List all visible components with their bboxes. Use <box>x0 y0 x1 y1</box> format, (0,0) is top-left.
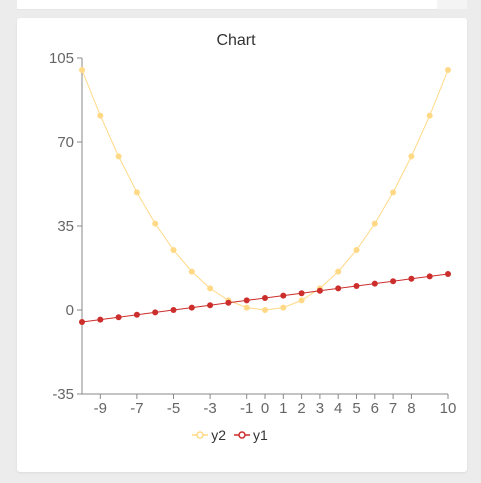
chart-legend: y2 y1 <box>0 427 460 443</box>
y-tick-label: 70 <box>57 134 74 151</box>
data-point-y2 <box>445 67 451 73</box>
data-point-y2 <box>353 247 360 253</box>
legend-symbol-y1 <box>233 431 250 439</box>
data-point-y2 <box>426 112 433 119</box>
x-tick-label: 8 <box>407 400 415 417</box>
data-point-y1 <box>390 278 397 285</box>
x-tick-label: 2 <box>297 400 305 417</box>
data-point-y1 <box>335 285 342 292</box>
data-point-y1 <box>133 311 140 318</box>
y-tick-label: 0 <box>66 302 74 319</box>
y-tick-label: -35 <box>52 386 74 403</box>
data-point-y2 <box>97 112 104 119</box>
legend-label-y2: y2 <box>211 427 227 443</box>
data-point-y2 <box>298 297 305 304</box>
data-point-y1 <box>280 292 287 299</box>
x-tick-label: -9 <box>94 400 107 417</box>
data-point-y2 <box>390 189 397 196</box>
data-point-y1 <box>170 307 177 313</box>
chart-series <box>79 67 451 325</box>
x-tick-label: 6 <box>371 400 379 417</box>
data-point-y1 <box>152 309 159 316</box>
data-point-y1 <box>262 295 268 301</box>
data-point-y1 <box>225 299 232 306</box>
chart-title: Chart <box>216 32 256 49</box>
data-point-y2 <box>371 220 378 227</box>
scrollbar-track[interactable] <box>437 0 467 9</box>
data-point-y2 <box>170 247 177 253</box>
data-point-y1 <box>97 316 104 323</box>
data-point-y1 <box>353 283 360 289</box>
x-tick-label: -1 <box>240 400 253 417</box>
x-tick-label: 5 <box>352 400 360 417</box>
data-point-y1 <box>371 280 378 287</box>
data-point-y1 <box>316 287 323 294</box>
y-tick-label: 35 <box>57 218 74 235</box>
data-point-y1 <box>243 297 250 304</box>
x-tick-label: -5 <box>167 400 180 417</box>
data-point-y1 <box>79 319 85 325</box>
legend-item-y2[interactable]: y2 <box>192 427 226 443</box>
x-tick-label: 4 <box>334 400 342 417</box>
y-tick-label: 105 <box>49 50 74 67</box>
x-tick-label: -7 <box>130 400 143 417</box>
data-point-y2 <box>115 153 122 160</box>
x-tick-label: 3 <box>316 400 324 417</box>
data-point-y2 <box>188 268 195 275</box>
top-strip <box>17 0 437 10</box>
legend-item-y1[interactable]: y1 <box>233 427 268 443</box>
data-point-y2 <box>243 304 250 311</box>
data-point-y1 <box>188 304 195 311</box>
data-point-y2 <box>335 268 342 275</box>
data-point-y1 <box>408 275 415 282</box>
x-tick-label: 10 <box>440 400 457 417</box>
x-tick-label: 0 <box>261 400 269 417</box>
data-point-y1 <box>207 302 214 309</box>
x-tick-label: 7 <box>389 400 397 417</box>
data-point-y1 <box>426 273 433 280</box>
legend-symbol-y2 <box>192 431 209 439</box>
legend-label-y1: y1 <box>252 427 268 443</box>
data-point-y1 <box>445 271 451 277</box>
data-point-y2 <box>262 307 268 313</box>
data-point-y1 <box>298 290 305 297</box>
data-point-y2 <box>152 220 159 227</box>
data-point-y2 <box>408 153 415 160</box>
data-point-y2 <box>207 285 214 292</box>
data-point-y2 <box>133 189 140 196</box>
data-point-y1 <box>115 314 122 321</box>
x-tick-label: -3 <box>203 400 216 417</box>
x-tick-label: 1 <box>279 400 287 417</box>
data-point-y2 <box>280 304 287 311</box>
data-point-y2 <box>79 67 85 73</box>
